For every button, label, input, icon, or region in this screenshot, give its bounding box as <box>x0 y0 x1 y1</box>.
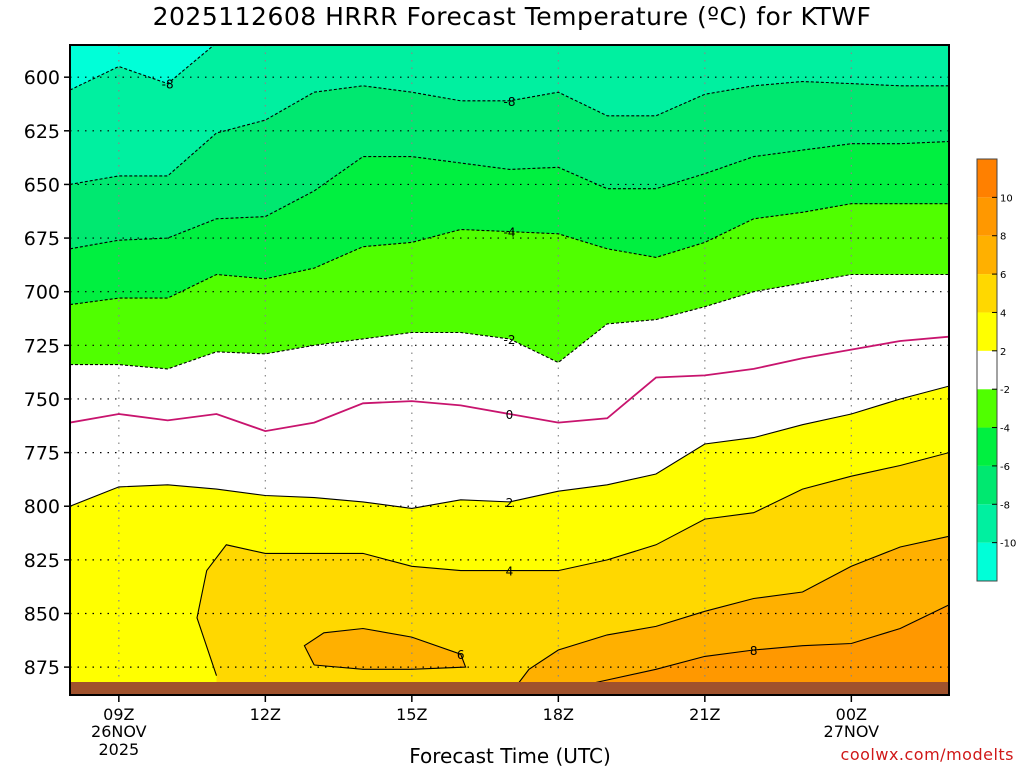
colorbar-label: -4 <box>1000 424 1010 435</box>
contour-line--8 <box>70 45 215 91</box>
contour-label-0: 0 <box>506 408 514 422</box>
y-tick-label: 850 <box>24 603 60 625</box>
x-tick-label: 12Z <box>250 705 281 724</box>
contour-line--6 <box>70 140 949 250</box>
credit-text: coolwx.com/modelts <box>840 745 1014 764</box>
fill-band-below-m10 <box>70 45 217 90</box>
y-axis: 600 625 650 675 700 725 750 775 800 825 850 875 <box>24 67 70 679</box>
ground-bar <box>70 682 949 695</box>
colorbar-band-7 <box>977 274 997 313</box>
colorbar: -10 -8 -6 -4 -2 2 4 6 8 10 <box>976 158 1016 582</box>
colorbar-label: 6 <box>1000 270 1006 281</box>
plot-frame <box>69 44 950 696</box>
contour-line--4 <box>70 203 949 306</box>
colorbar-band-1 <box>977 504 997 543</box>
colorbar-band-8 <box>977 235 997 275</box>
x-tick-label: 21Z <box>689 705 720 724</box>
colorbar-band-10 <box>977 159 997 198</box>
colorbar-band-2 <box>977 465 997 505</box>
x-tick-label: 00Z <box>836 705 867 724</box>
colorbar-label: 2 <box>1000 347 1006 358</box>
contour-label-8: 8 <box>750 644 758 658</box>
colorbar-band-6 <box>977 312 997 351</box>
contour-label-4: 4 <box>506 565 514 579</box>
colorbar-band-9 <box>977 197 997 236</box>
temperature-fill-bands <box>70 45 949 695</box>
contour-line-2 <box>70 385 949 509</box>
x-tick-label: 18Z <box>543 705 574 724</box>
colorbar-label: -6 <box>1000 462 1010 473</box>
y-tick-label: 600 <box>24 67 60 89</box>
x-axis-label: Forecast Time (UTC) <box>409 744 611 768</box>
fill-band-8 <box>558 604 949 695</box>
y-tick-label: 775 <box>24 443 60 465</box>
x-year-label: 2025 <box>98 740 139 759</box>
colorbar-label: 8 <box>1000 232 1006 243</box>
y-tick-label: 875 <box>24 657 60 679</box>
colorbar-band-3 <box>977 427 997 466</box>
y-tick-label: 700 <box>24 282 60 304</box>
colorbar-band-5 <box>977 350 997 390</box>
x-tick-label: 15Z <box>396 705 427 724</box>
fill-band-6-pocket <box>304 628 466 670</box>
colorbar-band-4 <box>977 389 997 428</box>
colorbar-frame <box>976 158 998 582</box>
contour-label-2: 2 <box>506 496 514 510</box>
colorbar-label: 10 <box>1000 193 1013 204</box>
y-tick-label: 675 <box>24 228 60 250</box>
colorbar-band-0 <box>977 542 997 581</box>
y-tick-label: 650 <box>24 174 60 196</box>
contour-label--8: -8 <box>162 78 174 92</box>
contour-line-8 <box>558 604 949 692</box>
colorbar-label: -10 <box>1000 539 1016 550</box>
chart-title: 2025112608 HRRR Forecast Temperature (ºC… <box>152 2 872 31</box>
contour-line-6 <box>509 535 949 695</box>
colorbar-label: -2 <box>1000 385 1010 396</box>
contour-line-0 <box>70 335 949 433</box>
y-tick-label: 750 <box>24 389 60 411</box>
temperature-contours: -8 -8 -4 -2 0 2 4 6 8 <box>70 45 949 695</box>
contour-label--4: -4 <box>504 226 516 240</box>
contour-label--2: -2 <box>504 333 516 347</box>
x-date-label: 27NOV <box>824 722 880 741</box>
y-tick-label: 825 <box>24 550 60 572</box>
x-date-label: 26NOV <box>91 722 147 741</box>
contour-line--8 <box>70 80 949 185</box>
contour-label--8: -8 <box>504 95 516 109</box>
x-tick-label: 09Z <box>103 705 134 724</box>
contour-line-4 <box>196 452 949 676</box>
y-tick-label: 800 <box>24 496 60 518</box>
contour-line--2 <box>70 273 949 370</box>
contour-label-6: 6 <box>457 648 465 662</box>
y-tick-label: 625 <box>24 121 60 143</box>
contour-line-6 <box>303 627 467 670</box>
colorbar-label: 4 <box>1000 308 1006 319</box>
colorbar-label: -8 <box>1000 500 1010 511</box>
y-tick-label: 725 <box>24 335 60 357</box>
